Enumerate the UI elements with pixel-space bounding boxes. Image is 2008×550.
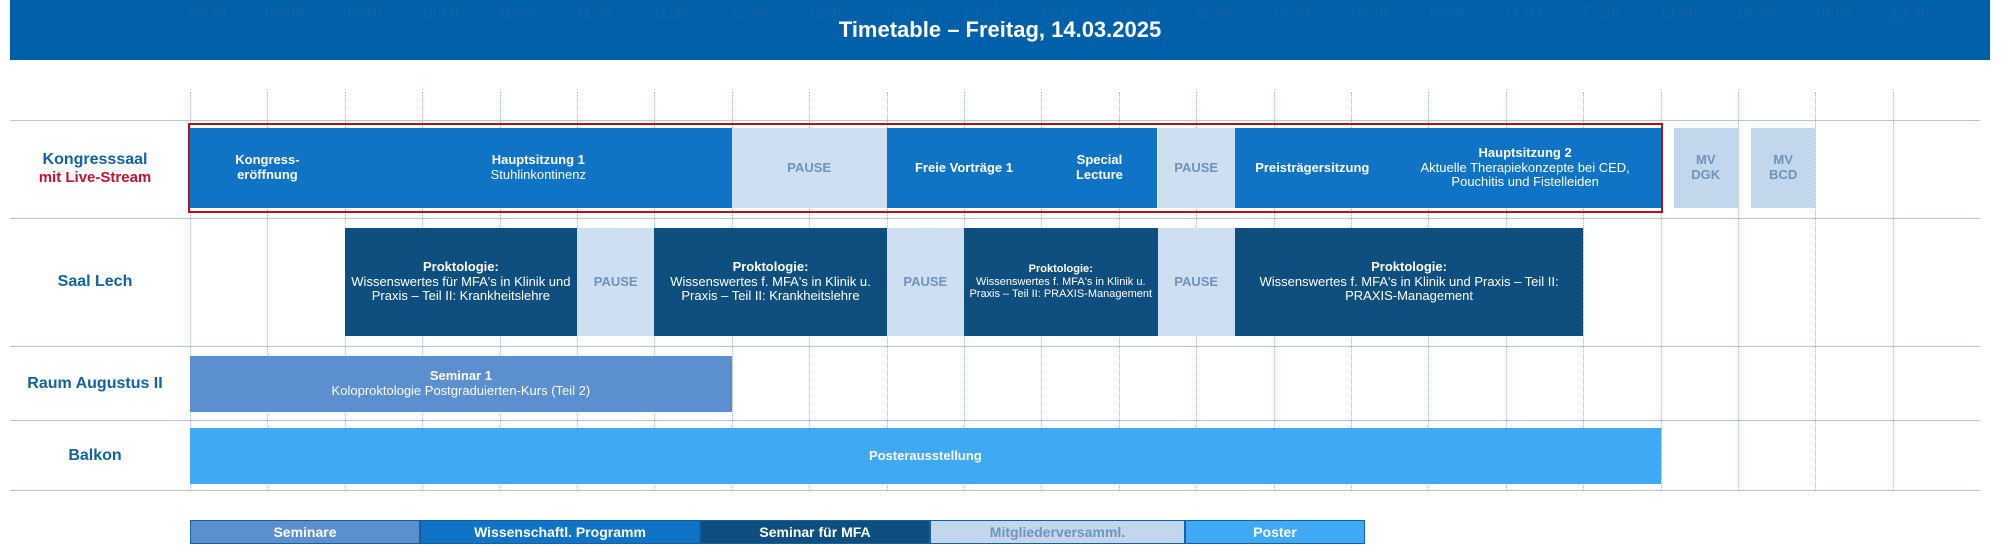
event-title: Proktologie:	[733, 260, 809, 275]
event-subtitle: Wissenswertes f. MFA's in Klinik u. Prax…	[658, 275, 882, 305]
event-title: PAUSE	[1174, 275, 1218, 290]
event-title: Proktologie:	[1029, 263, 1093, 276]
event-block[interactable]: MVBCD	[1751, 128, 1816, 208]
event-block[interactable]: Hauptsitzung 2Aktuelle Therapiekonzepte …	[1390, 128, 1661, 208]
time-label: 16:30	[1426, 4, 1464, 21]
legend-item: Wissenschaftl. Programm	[420, 520, 700, 544]
event-title: PAUSE	[1174, 161, 1218, 176]
time-gridline	[1738, 92, 1739, 490]
time-label: 11:30	[652, 4, 690, 21]
event-block[interactable]: Kongress-eröffnung	[190, 128, 345, 208]
event-block[interactable]: Proktologie:Wissenswertes f. MFA's in Kl…	[964, 228, 1158, 336]
time-label: 18:00	[1659, 4, 1697, 21]
event-title: PAUSE	[594, 275, 638, 290]
time-label: 10:00	[420, 4, 458, 21]
event-block[interactable]: Proktologie:Wissenswertes f. MFA's in Kl…	[654, 228, 886, 336]
room-label-balkon: Balkon	[10, 428, 180, 484]
time-label: 14:30	[1117, 4, 1155, 21]
event-subtitle: Stuhlinkontinenz	[491, 168, 586, 183]
room-name: Raum Augustus II	[27, 375, 162, 393]
legend-item: Seminare	[190, 520, 420, 544]
time-label: 15:00	[1194, 4, 1232, 21]
time-label: 17:00	[1504, 4, 1542, 21]
event-title: Freie Vorträge 1	[915, 161, 1013, 176]
event-title: Proktologie:	[423, 260, 499, 275]
legend-item: Mitgliederversamml.	[930, 520, 1185, 544]
room-label-augustus: Raum Augustus II	[10, 356, 180, 412]
event-block[interactable]: Hauptsitzung 1Stuhlinkontinenz	[345, 128, 732, 208]
event-subtitle: Wissenswertes f. MFA's in Klinik u. Prax…	[968, 276, 1154, 301]
event-title: Preisträgersitzung	[1255, 161, 1369, 176]
event-block[interactable]: Freie Vorträge 1	[887, 128, 1042, 208]
row-separator	[10, 490, 1980, 491]
event-title: MVBCD	[1769, 153, 1797, 183]
event-subtitle: Wissenswertes für MFA's in Klinik und Pr…	[349, 275, 573, 305]
row-separator	[10, 346, 1980, 347]
event-title: Kongress-eröffnung	[235, 153, 299, 183]
event-block[interactable]: Preisträgersitzung	[1235, 128, 1390, 208]
legend-item: Seminar für MFA	[700, 520, 930, 544]
time-label: 14:00	[1039, 4, 1077, 21]
event-block[interactable]: PAUSE	[732, 128, 887, 208]
event-block[interactable]: PAUSE	[887, 228, 964, 336]
event-block[interactable]: Proktologie:Wissenswertes f. MFA's in Kl…	[1235, 228, 1583, 336]
event-title: Seminar 1	[430, 369, 492, 384]
time-gridline	[1661, 92, 1662, 490]
event-title: PAUSE	[787, 161, 831, 176]
row-separator	[10, 218, 1980, 219]
event-block[interactable]: Seminar 1Koloproktologie Postgraduierten…	[190, 356, 732, 412]
time-label: 08:30	[188, 4, 226, 21]
time-label: 12:30	[807, 4, 845, 21]
time-label: 12:00	[730, 4, 768, 21]
event-title: Hauptsitzung 1	[492, 153, 585, 168]
row-separator	[10, 420, 1980, 421]
time-label: 17:30	[1581, 4, 1619, 21]
time-label: 19:00	[1813, 4, 1851, 21]
time-label: 10:30	[498, 4, 536, 21]
time-gridline	[1815, 92, 1816, 490]
room-name: Kongresssaal	[43, 151, 148, 169]
row-separator	[10, 120, 1980, 121]
event-subtitle: Koloproktologie Postgraduierten-Kurs (Te…	[332, 384, 591, 399]
time-label: 15:30	[1272, 4, 1310, 21]
legend-item: Poster	[1185, 520, 1365, 544]
event-title: PAUSE	[903, 275, 947, 290]
time-label: 16:00	[1349, 4, 1387, 21]
event-block[interactable]: MVDGK	[1674, 128, 1739, 208]
time-label: 13:00	[885, 4, 923, 21]
event-block[interactable]: PAUSE	[1158, 228, 1235, 336]
event-block[interactable]: PAUSE	[577, 228, 654, 336]
time-label: 19:30	[1891, 4, 1929, 21]
room-name: Saal Lech	[58, 273, 133, 291]
time-label: 09:30	[343, 4, 381, 21]
event-subtitle: Wissenswertes f. MFA's in Klinik und Pra…	[1239, 275, 1579, 305]
event-block[interactable]: Proktologie:Wissenswertes für MFA's in K…	[345, 228, 577, 336]
event-title: MVDGK	[1691, 153, 1720, 183]
event-title: Hauptsitzung 2	[1479, 146, 1572, 161]
time-label: 11:00	[575, 4, 613, 21]
room-subtitle: mit Live-Stream	[39, 169, 152, 186]
event-title: SpecialLecture	[1076, 153, 1123, 183]
event-title: Proktologie:	[1371, 260, 1447, 275]
room-name: Balkon	[68, 447, 121, 465]
event-title: Posterausstellung	[869, 449, 982, 464]
time-label: 09:00	[265, 4, 303, 21]
event-subtitle: Aktuelle Therapiekonzepte bei CED, Pouch…	[1394, 161, 1657, 191]
event-block[interactable]: Posterausstellung	[190, 428, 1661, 484]
time-label: 18:30	[1736, 4, 1774, 21]
time-label: 13:30	[962, 4, 1000, 21]
timetable-page: Timetable – Freitag, 14.03.2025 08:3009:…	[0, 0, 2008, 550]
legend: SeminareWissenschaftl. ProgrammSeminar f…	[190, 520, 1365, 544]
room-label-lech: Saal Lech	[10, 228, 180, 336]
event-block[interactable]: SpecialLecture	[1041, 128, 1157, 208]
event-block[interactable]: PAUSE	[1158, 128, 1235, 208]
time-gridline	[1893, 92, 1894, 490]
room-label-kongress: Kongresssaalmit Live-Stream	[10, 128, 180, 208]
